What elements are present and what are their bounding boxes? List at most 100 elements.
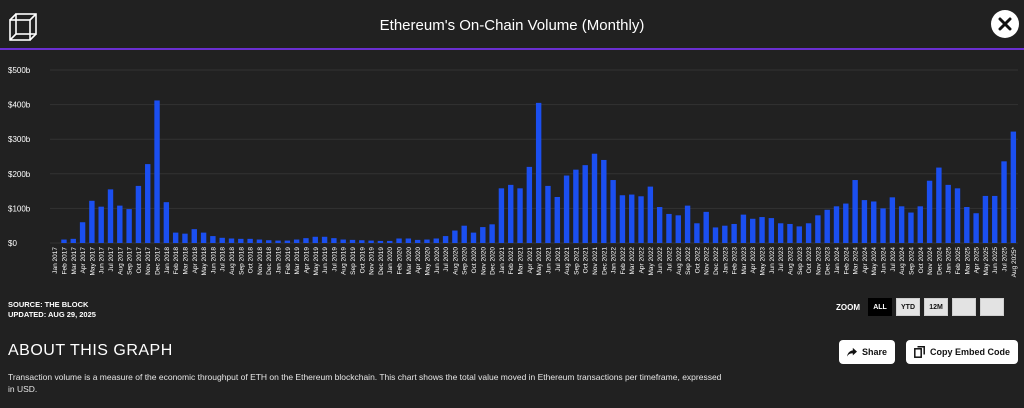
bar[interactable] [992,195,998,243]
bar[interactable] [898,206,905,243]
bar[interactable] [331,238,337,243]
bar[interactable] [247,238,253,243]
bar[interactable] [498,188,505,243]
bar[interactable] [70,238,76,243]
bar[interactable] [312,236,318,243]
bar[interactable] [703,211,709,243]
bar[interactable] [275,240,281,243]
bar[interactable] [126,209,132,243]
zoom-12m-button[interactable]: 12M [924,298,948,316]
bar[interactable] [675,215,681,243]
bar[interactable] [284,240,291,243]
bar[interactable] [368,240,374,243]
bar[interactable] [629,194,635,243]
bar[interactable] [563,175,570,243]
bar[interactable] [945,184,951,243]
bar[interactable] [405,238,412,244]
bar[interactable] [861,200,868,243]
zoom-blank-button-1[interactable] [952,298,976,316]
zoom-all-button[interactable]: ALL [868,298,892,316]
bar[interactable] [293,239,300,243]
bar[interactable] [666,213,672,243]
the-block-logo-icon[interactable] [8,12,38,42]
bar[interactable] [638,196,644,243]
bar[interactable] [833,206,840,243]
bar[interactable] [340,239,346,243]
bar[interactable] [582,165,588,243]
bar[interactable] [824,209,830,243]
bar[interactable] [601,159,607,243]
bar[interactable] [219,237,225,243]
bar[interactable] [163,202,170,243]
copy-embed-button[interactable]: Copy Embed Code [906,340,1018,364]
bar[interactable] [89,200,95,243]
bar[interactable] [852,180,858,243]
bar[interactable] [591,153,598,243]
bar[interactable] [740,214,747,243]
bar[interactable] [1010,131,1017,243]
bar[interactable] [843,203,849,243]
bar[interactable] [545,185,551,243]
bar[interactable] [321,236,328,243]
bar[interactable] [880,208,886,243]
bar[interactable] [712,227,719,243]
bar[interactable] [926,180,933,243]
bar[interactable] [759,217,765,243]
bar[interactable] [210,236,216,243]
bar[interactable] [610,180,616,243]
bar[interactable] [1001,161,1007,243]
bar[interactable] [266,240,272,243]
bar[interactable] [117,205,123,243]
bar[interactable] [805,223,812,243]
bar[interactable] [424,239,430,243]
bar[interactable] [750,218,756,243]
zoom-blank-button-2[interactable] [980,298,1004,316]
bar[interactable] [387,240,393,243]
bar[interactable] [98,206,104,243]
bar[interactable] [200,232,207,243]
bar[interactable] [982,195,989,243]
bar[interactable] [396,238,402,244]
zoom-ytd-button[interactable]: YTD [896,298,920,316]
bar[interactable] [107,189,114,243]
bar[interactable] [787,223,793,243]
bar[interactable] [526,166,533,243]
bar[interactable] [917,206,923,243]
bar[interactable] [182,233,188,243]
bar[interactable] [908,212,914,243]
bar[interactable] [145,164,151,243]
bar[interactable] [377,240,384,243]
bar[interactable] [303,238,309,243]
bar[interactable] [349,239,356,243]
bar[interactable] [517,188,523,243]
bar[interactable] [936,167,942,243]
bar[interactable] [768,218,775,243]
bar[interactable] [442,236,449,243]
bar[interactable] [731,223,737,243]
bar[interactable] [684,205,691,243]
bar[interactable] [508,184,514,243]
bar[interactable] [656,207,663,243]
bar[interactable] [470,232,477,243]
bar[interactable] [647,186,654,243]
bar[interactable] [256,239,263,243]
bar[interactable] [777,223,784,243]
bar[interactable] [554,196,560,243]
bar[interactable] [433,238,439,244]
bar[interactable] [815,215,821,243]
close-button[interactable] [991,10,1019,38]
bar[interactable] [694,223,700,243]
bar[interactable] [535,102,542,243]
bar[interactable] [461,225,467,243]
bar[interactable] [452,230,458,243]
bar[interactable] [619,195,626,243]
bar[interactable] [796,226,802,243]
bar[interactable] [480,227,486,243]
bar[interactable] [154,100,160,243]
bar[interactable] [973,213,979,243]
bar[interactable] [61,239,67,243]
bar[interactable] [954,188,961,243]
bar[interactable] [889,197,896,243]
bar[interactable] [964,207,970,243]
bar[interactable] [359,240,365,243]
